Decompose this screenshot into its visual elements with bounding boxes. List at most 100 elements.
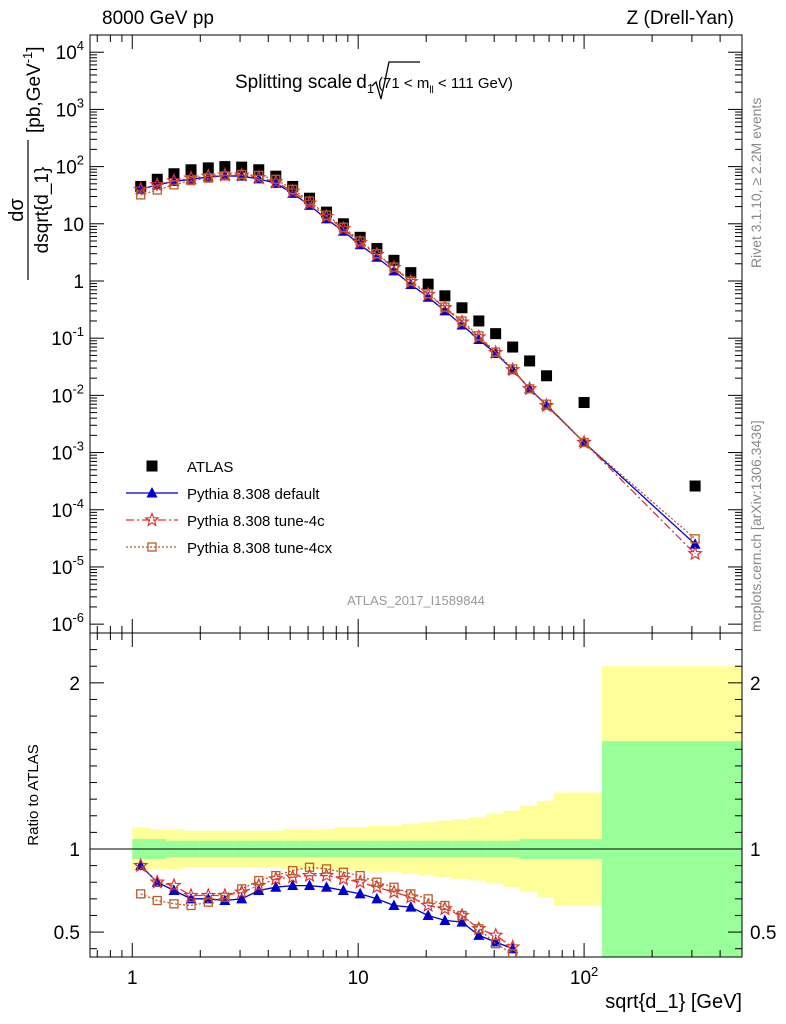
main-data-point [456, 302, 468, 314]
analysis-tag: ATLAS_2017_I1589844 [347, 593, 485, 608]
ratio-data-point [439, 914, 451, 925]
main-data-point [473, 315, 485, 327]
main-series-3 [136, 169, 700, 544]
main-data-point [169, 180, 179, 190]
ratio-data-point [491, 939, 501, 949]
main-data-point [578, 397, 590, 409]
main-data-point [254, 170, 264, 181]
main-data-point [457, 316, 467, 326]
header-right-label: Z (Drell-Yan) [626, 8, 734, 29]
legend-marker [147, 542, 157, 552]
ratio-series-line [140, 865, 514, 948]
y-label-unit-base: [pb,GeV [24, 63, 45, 133]
y-tick-label: 10-1 [51, 324, 84, 350]
title-sqrt-symbol [371, 61, 420, 100]
main-data-point [202, 162, 214, 174]
main-data-point [136, 190, 146, 200]
main-data-point [304, 196, 315, 206]
main-data-point [320, 206, 332, 218]
y-tick-label: 10 [63, 215, 84, 236]
ratio-data-point [470, 920, 487, 936]
y-tick-base: 10 [56, 43, 77, 64]
main-data-point [301, 194, 318, 210]
main-series-line [140, 174, 696, 555]
main-data-point [166, 172, 182, 188]
ratio-data-point [406, 889, 416, 899]
legend-label: Pythia 8.308 tune-4cx [187, 540, 333, 557]
ratio-data-point [132, 857, 149, 873]
ratio-data-point [284, 869, 301, 884]
main-series-line [140, 173, 696, 540]
title-symbol-sub: 1 [367, 81, 374, 96]
main-data-point [200, 168, 217, 183]
y-tick-label: 104 [56, 38, 84, 64]
main-data-point [690, 534, 700, 544]
y-tick-base: 10 [56, 100, 77, 121]
y-tick-exp: 4 [77, 38, 84, 53]
ratio-series-2 [136, 862, 518, 957]
ratio-data-point [254, 875, 264, 886]
main-data-point [423, 289, 433, 299]
ratio-y-tick-label-right: 2 [750, 674, 761, 695]
main-data-point [321, 210, 332, 220]
ratio-data-point [288, 865, 298, 876]
ratio-y-tick-label-left: 2 [69, 674, 80, 695]
legend-marker [146, 487, 158, 498]
ratio-data-point [508, 949, 518, 957]
main-data-point [284, 183, 301, 198]
y-tick-label: 10-3 [51, 439, 84, 465]
main-data-point [186, 175, 196, 186]
ratio-data-point [203, 897, 213, 907]
main-data-point [219, 161, 231, 173]
x-tick-exp: 2 [591, 964, 598, 979]
y-tick-label: 10-6 [51, 610, 84, 636]
main-data-point [521, 380, 538, 396]
ratio-data-point [354, 887, 366, 899]
y-label-numerator: dσ [6, 198, 28, 222]
y-tick-base: 10 [51, 615, 72, 636]
main-data-point [338, 222, 349, 232]
y-tick-base: 10 [51, 444, 72, 465]
ratio-data-point [253, 884, 265, 896]
ratio-data-point [487, 927, 504, 943]
main-data-point [508, 364, 518, 374]
y-label-denominator: dsqrt{d_1} [32, 167, 53, 254]
y-tick-base: 10 [51, 558, 72, 579]
ratio-data-point [304, 862, 315, 872]
x-tick-label: 1 [127, 968, 138, 989]
ratio-data-point [219, 894, 231, 906]
ratio-data-point [233, 884, 250, 899]
ratio-data-point [270, 881, 282, 892]
legend-label: Pythia 8.308 tune-4c [187, 513, 325, 530]
ratio-data-point [474, 924, 484, 934]
main-data-point [389, 262, 399, 272]
legend-marker [146, 460, 158, 472]
main-panel: 10-610-510-410-310-210-1110102103104Spli… [6, 34, 743, 636]
ratio-y-tick-label-right: 1 [750, 840, 761, 861]
main-data-point [576, 434, 592, 450]
y-tick-label: 10-5 [51, 553, 84, 579]
ratio-series-line [140, 866, 514, 955]
y-tick-exp: -6 [72, 610, 84, 625]
ratio-data-point [320, 881, 332, 892]
main-data-point [439, 290, 451, 302]
main-data-point [268, 173, 284, 189]
y-tick-base: 10 [56, 158, 77, 179]
ratio-data [132, 857, 521, 957]
ratio-data-point [437, 900, 453, 916]
x-tick-label: 102 [570, 964, 598, 989]
ratio-data-point [371, 892, 383, 904]
ratio-data-point [149, 874, 165, 889]
ratio-data-point [389, 882, 399, 892]
ratio-data-point [490, 936, 502, 947]
header-left-label: 8000 GeV pp [102, 8, 214, 29]
main-data-point [689, 480, 701, 492]
main-data-point [524, 384, 535, 394]
ratio-data-point [456, 916, 468, 927]
y-tick-exp: -5 [72, 553, 84, 568]
ratio-data-point [335, 870, 352, 886]
y-tick-base: 10 [51, 386, 72, 407]
x-tick-label: 10 [348, 968, 369, 989]
